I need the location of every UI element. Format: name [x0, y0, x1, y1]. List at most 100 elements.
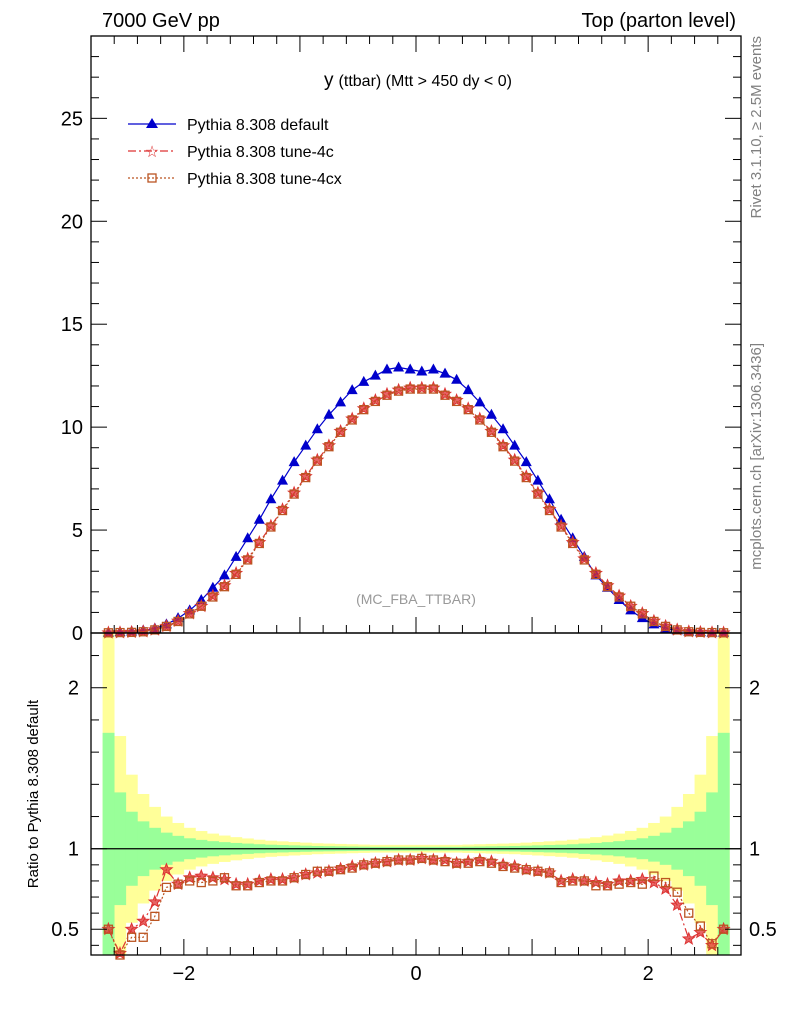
ratio-bands: [102, 633, 730, 955]
data-point-0-14: [265, 493, 277, 504]
main-ytick-label-5: 25: [61, 108, 83, 130]
data-point-2-20: [335, 427, 346, 437]
data-point-0-21: [346, 384, 358, 395]
ratio-point-1-15: [277, 876, 288, 886]
data-point-0-26: [404, 363, 416, 374]
data-point-0-23: [369, 369, 381, 380]
data-point-2-37: [533, 489, 543, 499]
legend-label-default: Pythia 8.308 default: [187, 117, 329, 134]
data-point-2-9: [208, 592, 218, 602]
data-point-2-41: [579, 555, 589, 565]
ratio-line-1: [107, 857, 725, 957]
ratio-ytick-label-right-1: 1: [749, 839, 760, 861]
ratio-point-1-5: [161, 882, 172, 893]
ratio-ytick-label-left-1: 1: [68, 839, 79, 861]
data-point-2-30: [451, 396, 462, 407]
ratio-point-1-31: [463, 858, 473, 868]
data-point-2-8: [196, 601, 206, 611]
ratio-point-1-12: [243, 881, 253, 891]
ratio-point-1-47: [649, 871, 659, 881]
ratio-point-1-29: [440, 856, 450, 867]
data-point-2-25: [393, 386, 404, 396]
ratio-point-1-36: [521, 865, 531, 875]
main-ytick-label-3: 15: [61, 314, 83, 336]
legend: Pythia 8.308 default ☆ Pythia 8.308 tune…: [128, 117, 342, 188]
data-point-2-35: [510, 456, 520, 466]
data-point-0-15: [277, 474, 289, 485]
ratio-point-1-30: [451, 858, 462, 868]
data-point-0-10: [218, 569, 230, 580]
data-point-0-28: [427, 363, 439, 374]
data-point-2-5: [161, 621, 172, 632]
ratio-point-1-21: [347, 863, 357, 873]
data-point-0-34: [497, 423, 509, 434]
ratio-point-1-24: [382, 856, 392, 867]
ratio-point-1-51: [695, 921, 706, 931]
ratio-ytick-label-left-0: 0.5: [51, 919, 79, 941]
data-point-0-38: [543, 493, 555, 504]
data-point-0-19: [323, 408, 335, 419]
ratio-point-1-50: [684, 908, 694, 918]
main-ytick-label-4: 20: [61, 211, 83, 233]
ratio-point-1-19: [324, 866, 334, 876]
data-point-0-16: [288, 456, 300, 467]
data-point-2-39: [556, 522, 566, 532]
data-point-0-11: [230, 550, 242, 561]
data-point-2-48: [660, 621, 671, 632]
ratio-point-1-8: [196, 877, 206, 888]
data-point-0-17: [300, 439, 312, 450]
ratio-point-0-4: [147, 894, 162, 908]
ratio-point-0-5: [159, 862, 174, 876]
mcplots-label: mcplots.cern.ch [arXiv:1306.3436]: [748, 343, 765, 570]
legend-label-tune4c: Pythia 8.308 tune-4c: [187, 144, 334, 161]
data-point-2-13: [254, 538, 264, 549]
ratio-point-1-48: [660, 877, 671, 888]
ratio-ytick-label-right-2: 2: [749, 678, 760, 700]
data-point-2-44: [614, 592, 624, 602]
data-point-2-47: [649, 616, 659, 627]
ratio-ylabel: Ratio to Pythia 8.308 default: [25, 699, 42, 888]
data-point-2-32: [475, 415, 485, 425]
data-point-2-46: [637, 609, 647, 619]
data-point-2-38: [544, 505, 555, 516]
ratio-xtick-label-2: 2: [643, 963, 654, 985]
data-point-2-42: [591, 569, 601, 579]
ratio-point-1-46: [637, 879, 647, 889]
ratio-point-1-49: [672, 887, 682, 897]
data-point-0-22: [358, 375, 370, 386]
ratio-point-1-20: [335, 865, 346, 875]
ratio-point-1-7: [185, 876, 195, 886]
main-ytick-label-0: 0: [72, 623, 83, 645]
data-point-0-13: [253, 513, 265, 524]
ratio-point-1-35: [510, 863, 520, 873]
ratio-point-1-6: [173, 879, 183, 889]
ratio-point-1-9: [208, 876, 218, 886]
data-point-0-29: [439, 367, 451, 378]
ratio-point-1-2: [126, 932, 137, 942]
data-point-0-25: [393, 361, 405, 372]
ratio-point-1-37: [533, 866, 543, 876]
series-line-2: [108, 388, 724, 634]
data-point-0-20: [335, 396, 347, 407]
band-inner-0: [102, 732, 115, 955]
data-point-0-36: [520, 456, 532, 467]
data-point-0-46: [636, 612, 648, 623]
data-point-2-45: [626, 601, 636, 611]
plot-title: y (ttbar) (Mtt > 450 dy < 0): [324, 70, 512, 91]
ratio-point-1-38: [544, 868, 555, 878]
ratio-point-1-25: [393, 855, 404, 865]
data-point-2-16: [289, 489, 299, 499]
ratio-point-0-46: [635, 871, 650, 886]
ratio-point-1-44: [614, 879, 624, 889]
main-ytick-label-2: 10: [61, 417, 83, 439]
ratio-point-1-41: [579, 876, 589, 886]
energy-label: 7000 GeV pp: [102, 10, 220, 32]
rivet-label: Rivet 3.1.10, ≥ 2.5M events: [748, 36, 765, 219]
data-point-2-49: [672, 625, 682, 635]
data-point-2-31: [463, 404, 473, 415]
main-ytick-label-1: 5: [72, 520, 83, 542]
ratio-point-1-27: [417, 853, 427, 864]
data-point-2-29: [440, 390, 450, 400]
ratio-point-0-50: [681, 931, 696, 945]
